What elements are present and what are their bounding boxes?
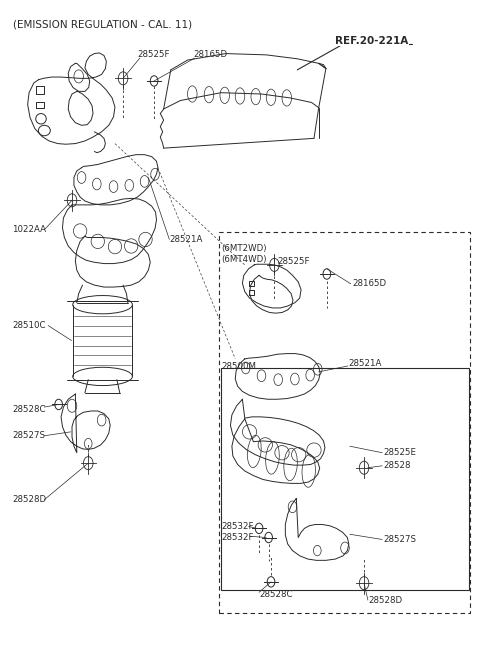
Bar bbox=[218, 233, 470, 613]
Text: 28528: 28528 bbox=[383, 461, 411, 470]
Text: REF.20-221A: REF.20-221A bbox=[336, 35, 408, 45]
Text: 28527S: 28527S bbox=[12, 431, 45, 440]
Text: 28528C: 28528C bbox=[259, 590, 293, 599]
Text: 28528D: 28528D bbox=[12, 495, 46, 504]
Text: 28525E: 28525E bbox=[383, 448, 416, 457]
Bar bbox=[221, 368, 469, 590]
Text: 28521A: 28521A bbox=[349, 359, 382, 368]
Text: (EMISSION REGULATION - CAL. 11): (EMISSION REGULATION - CAL. 11) bbox=[13, 19, 192, 29]
Text: 28165D: 28165D bbox=[352, 279, 386, 288]
Text: 28525F: 28525F bbox=[137, 50, 170, 60]
Text: 28532F: 28532F bbox=[221, 522, 253, 531]
Text: 1022AA: 1022AA bbox=[12, 225, 46, 234]
Text: 28527S: 28527S bbox=[383, 535, 416, 544]
Text: (6MT4WD): (6MT4WD) bbox=[221, 255, 266, 264]
Text: (6MT2WD): (6MT2WD) bbox=[221, 244, 266, 253]
Text: 28528D: 28528D bbox=[368, 595, 402, 605]
Text: 28532F: 28532F bbox=[221, 533, 253, 542]
Text: 28165D: 28165D bbox=[193, 50, 228, 60]
Text: 28521A: 28521A bbox=[169, 235, 203, 244]
Text: 28528C: 28528C bbox=[12, 405, 46, 413]
Text: 28500M: 28500M bbox=[221, 362, 256, 371]
Text: 28525F: 28525F bbox=[277, 257, 310, 266]
Text: 28510C: 28510C bbox=[12, 321, 46, 330]
